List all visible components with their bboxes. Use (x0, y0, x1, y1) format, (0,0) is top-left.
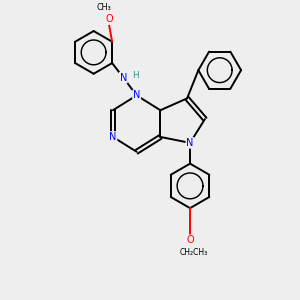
Text: CH₃: CH₃ (97, 2, 111, 11)
Text: N: N (186, 138, 194, 148)
Text: N: N (133, 90, 140, 100)
Text: CH₂CH₃: CH₂CH₃ (179, 248, 208, 256)
Text: O: O (186, 235, 194, 245)
Text: N: N (109, 132, 117, 142)
Text: N: N (120, 73, 127, 82)
Text: H: H (132, 71, 139, 80)
Text: O: O (105, 14, 113, 24)
